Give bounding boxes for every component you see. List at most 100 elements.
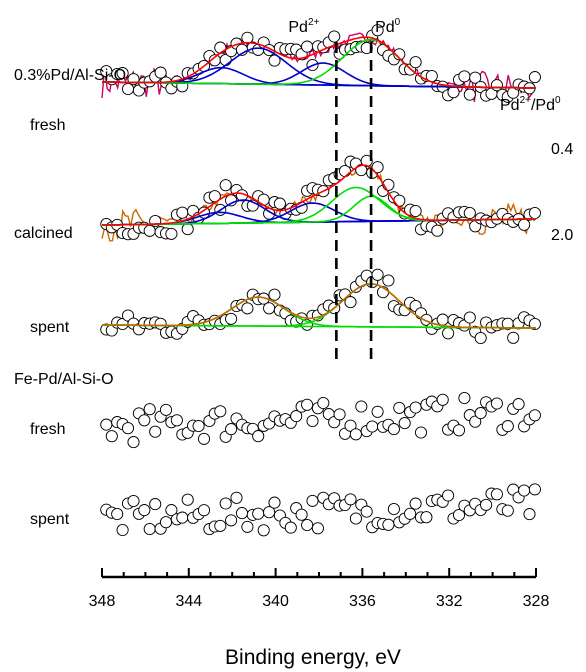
data-point <box>523 508 536 521</box>
envelope-fit <box>102 283 536 329</box>
x-tick-label: 340 <box>262 593 289 610</box>
data-point <box>219 179 232 192</box>
data-point <box>409 56 422 69</box>
data-point <box>518 218 531 231</box>
data-point <box>490 488 503 501</box>
data-point <box>349 428 362 441</box>
data-point <box>165 227 178 240</box>
series-label: fresh <box>30 117 66 134</box>
data-point <box>360 505 373 518</box>
data-point <box>225 514 238 527</box>
envelope-fit <box>102 36 536 89</box>
data-point <box>501 420 514 433</box>
data-point <box>344 493 357 506</box>
data-point <box>452 424 466 437</box>
data-point <box>197 504 211 517</box>
x-tick-label: 336 <box>349 593 376 610</box>
data-point <box>170 414 183 427</box>
data-point <box>409 204 422 218</box>
series-label: calcined <box>14 225 73 242</box>
data-point <box>393 401 406 414</box>
data-point <box>501 504 514 517</box>
data-point <box>355 400 368 413</box>
data-point <box>252 507 265 520</box>
data-point <box>241 520 254 533</box>
x-tick-label: 328 <box>523 593 550 610</box>
spectrum-spent-4 <box>100 483 541 537</box>
data-point <box>149 425 162 438</box>
data-point <box>528 206 541 220</box>
data-point <box>116 523 129 537</box>
plot-marks <box>100 24 541 537</box>
data-point <box>252 430 265 443</box>
data-point <box>181 223 194 236</box>
spectrum-fresh-3 <box>100 391 541 449</box>
data-point <box>301 518 314 532</box>
data-point <box>154 66 167 79</box>
data-point <box>474 407 487 420</box>
data-point <box>344 296 357 309</box>
data-point <box>382 518 395 531</box>
data-point <box>257 292 270 305</box>
data-point <box>490 397 503 410</box>
data-point <box>436 393 449 406</box>
data-point <box>165 504 178 517</box>
data-point <box>197 432 211 445</box>
data-point <box>387 423 400 436</box>
data-point <box>349 512 362 525</box>
data-point <box>528 317 541 331</box>
data-point <box>241 31 254 44</box>
data-point <box>528 71 541 84</box>
data-point <box>127 436 140 449</box>
data-point <box>268 54 281 67</box>
spectrum-spent-2 <box>100 268 541 345</box>
data-point <box>138 414 151 427</box>
data-point <box>409 401 422 414</box>
x-axis-title: Binding energy, eV <box>225 646 401 669</box>
data-point <box>387 502 400 516</box>
data-point <box>463 311 476 324</box>
series-label: fresh <box>30 421 66 438</box>
data-point <box>100 418 113 431</box>
data-point <box>143 403 156 416</box>
data-point <box>105 430 118 443</box>
data-point <box>273 197 286 210</box>
group-label: Fe-Pd/Al-Si-O <box>14 371 114 388</box>
data-point <box>306 494 319 507</box>
data-point <box>317 396 330 410</box>
data-point <box>333 408 346 421</box>
data-point <box>458 391 471 405</box>
data-point <box>382 274 395 287</box>
data-point <box>306 414 319 428</box>
data-point <box>528 483 541 496</box>
data-point <box>159 403 173 416</box>
data-point <box>463 88 476 101</box>
data-point <box>121 82 135 96</box>
data-point <box>328 30 341 43</box>
series-label: spent <box>30 319 70 336</box>
data-point <box>149 498 162 511</box>
data-point <box>143 224 156 237</box>
data-point <box>225 312 238 325</box>
data-point <box>111 507 124 521</box>
data-point <box>398 417 411 430</box>
data-point <box>143 522 156 536</box>
chart-labels: fresh 0.4 calcined 2.0 spent fresh spent 0.3%Pd… <box>14 17 573 669</box>
x-tick-label: 348 <box>89 593 116 610</box>
ratio-header: Pd2+/Pd0 <box>500 95 561 114</box>
envelope-fit <box>102 164 536 226</box>
data-point <box>442 489 455 502</box>
data-point <box>301 40 314 53</box>
data-point <box>176 511 189 524</box>
data-point <box>452 508 466 522</box>
data-point <box>344 419 357 432</box>
data-point <box>230 491 243 504</box>
data-point <box>371 268 384 281</box>
data-point <box>409 497 422 510</box>
data-point <box>159 516 173 529</box>
reference-label-0: Pd2+ <box>288 17 319 36</box>
data-point <box>371 405 384 418</box>
data-point <box>268 288 281 301</box>
data-point <box>366 420 379 433</box>
